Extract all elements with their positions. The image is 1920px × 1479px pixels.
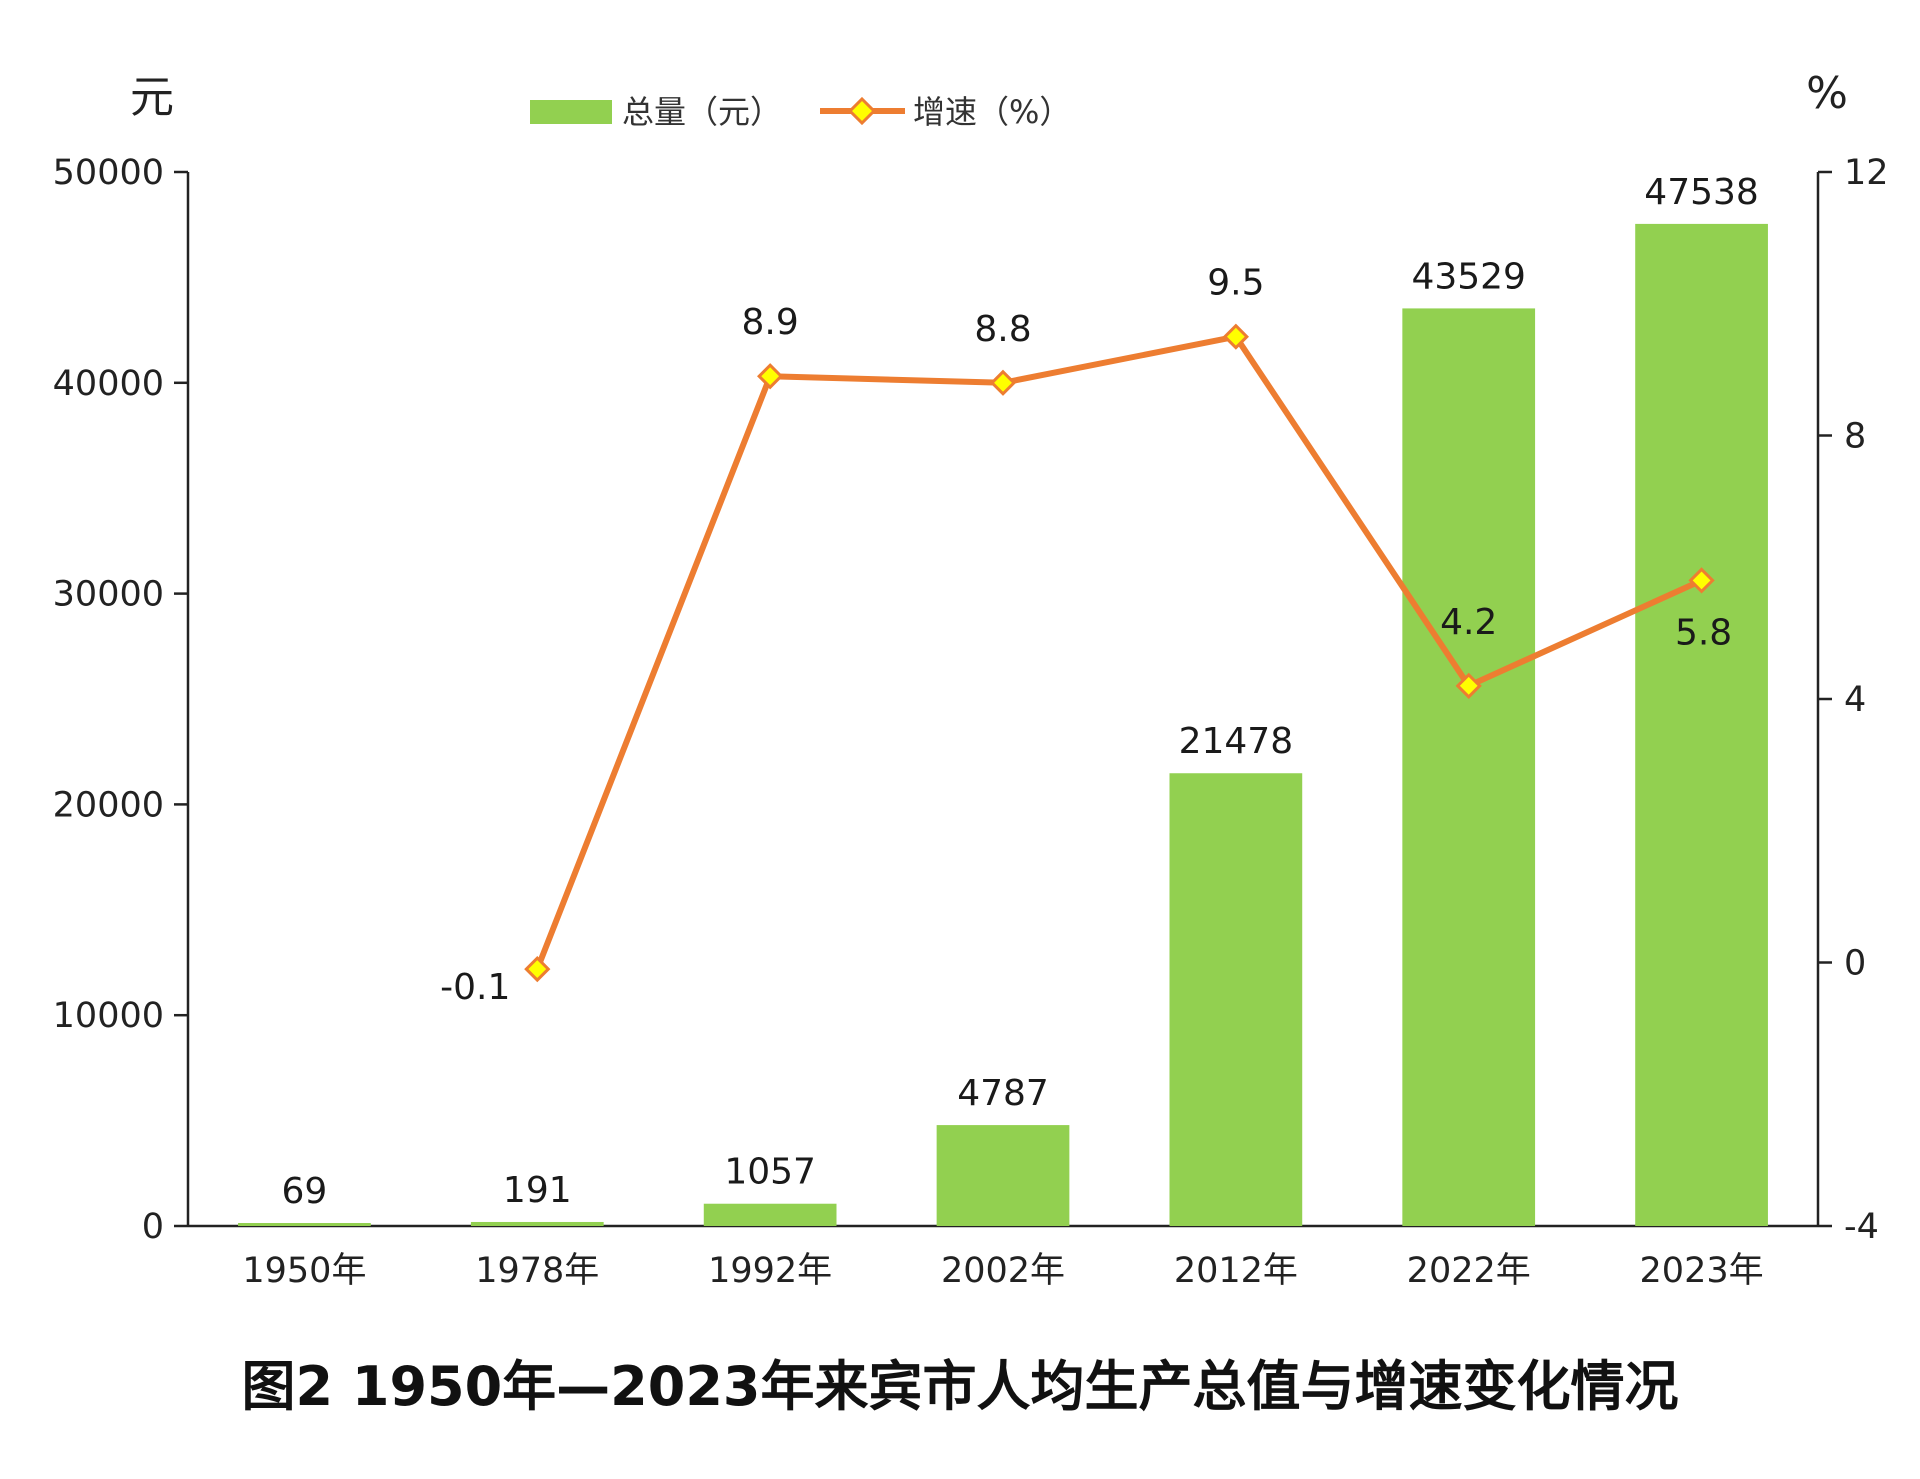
right-tick-label: 0 (1844, 944, 1866, 984)
bar-value-label: 1057 (724, 1152, 816, 1193)
right-tick-label: 12 (1844, 153, 1889, 193)
x-tick-label: 1950年 (242, 1251, 366, 1291)
left-tick-label: 20000 (53, 785, 164, 825)
bar-value-label: 69 (282, 1171, 328, 1212)
growth-marker (1688, 567, 1715, 594)
bar (936, 1125, 1070, 1226)
legend-bar-swatch (530, 100, 612, 124)
legend-line-marker (847, 96, 877, 126)
left-tick-label: 0 (142, 1207, 164, 1247)
left-axis-unit: 元 (130, 72, 174, 123)
bar (1169, 773, 1303, 1226)
bar-value-label: 21478 (1179, 721, 1294, 762)
legend-bar-label: 总量（元） (622, 93, 782, 131)
legend: 总量（元） 增速（%） (530, 93, 1071, 131)
growth-value-label: 8.9 (742, 302, 799, 343)
x-tick-label: 2012年 (1174, 1251, 1298, 1291)
growth-marker (524, 955, 551, 983)
bar (470, 1221, 604, 1226)
growth-marker (1222, 323, 1249, 350)
left-tick-label: 10000 (53, 996, 164, 1036)
growth-marker (1455, 672, 1482, 699)
growth-value-label: 9.5 (1207, 263, 1264, 304)
growth-marker (757, 363, 784, 390)
bar (703, 1203, 837, 1226)
bar (1635, 223, 1768, 1227)
right-tick-label: -4 (1844, 1207, 1879, 1247)
left-tick-label: 50000 (53, 153, 164, 193)
bar (1402, 308, 1536, 1226)
growth-line (534, 333, 1703, 971)
x-tick-label: 1978年 (475, 1251, 599, 1291)
left-tick-label: 40000 (53, 364, 164, 404)
bar-value-label: 191 (503, 1170, 572, 1211)
growth-value-label: 5.8 (1675, 612, 1732, 653)
x-tick-label: 2022年 (1407, 1251, 1531, 1291)
bar-value-label: 43529 (1411, 256, 1526, 297)
bar-value-label: 47538 (1644, 172, 1759, 213)
bar-value-label: 4787 (957, 1073, 1049, 1114)
growth-marker (989, 369, 1017, 396)
left-tick-label: 30000 (53, 575, 164, 615)
chart-title: 图2 1950年—2023年来宾市人均生产总值与增速变化情况 (242, 1355, 1679, 1418)
x-tick-label: 2002年 (941, 1251, 1065, 1291)
x-tick-label: 2023年 (1640, 1251, 1764, 1291)
right-tick-label: 4 (1844, 680, 1866, 720)
growth-value-label: 4.2 (1440, 602, 1497, 643)
x-tick-label: 1992年 (708, 1251, 832, 1291)
legend-line-label: 增速（%） (913, 93, 1071, 131)
growth-value-label: 8.8 (974, 309, 1031, 350)
growth-value-label: -0.1 (440, 967, 510, 1008)
bar (238, 1223, 371, 1226)
right-tick-label: 8 (1844, 417, 1866, 457)
right-axis-unit: % (1806, 68, 1848, 119)
